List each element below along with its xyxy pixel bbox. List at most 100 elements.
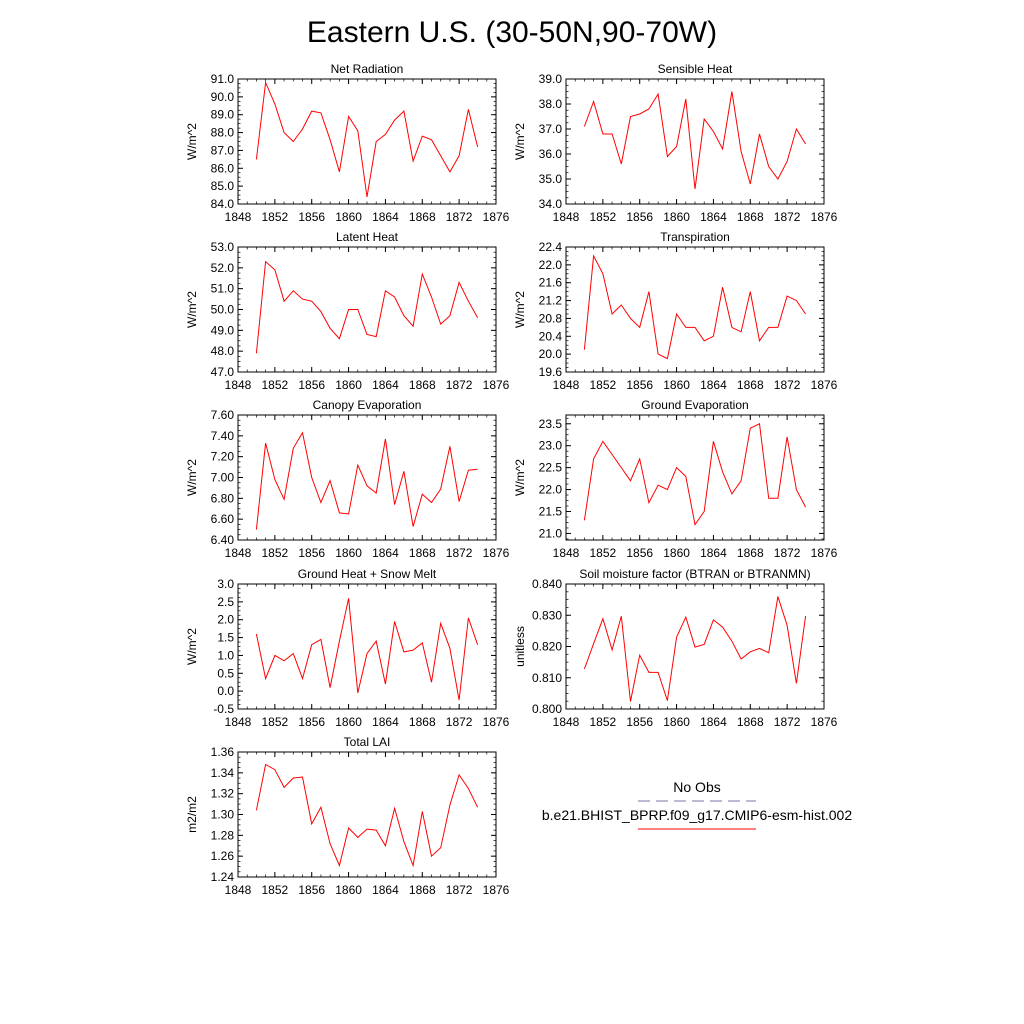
x-tick-label: 1864: [700, 715, 727, 729]
x-tick-label: 1864: [372, 715, 399, 729]
x-tick-label: 1872: [446, 546, 473, 560]
y-tick-label: 21.5: [539, 504, 563, 518]
x-tick-label: 1848: [553, 546, 580, 560]
chart-panel: Ground Heat + Snow Melt W/m^2 1848 1852 1856…: [185, 567, 510, 729]
x-tick-label: 1852: [262, 378, 289, 392]
y-tick-label: 3.0: [217, 577, 234, 591]
y-tick-label: 1.30: [211, 808, 235, 822]
y-tick-label: 91.0: [211, 72, 235, 86]
y-tick-label: 20.0: [539, 347, 563, 361]
y-tick-label: 21.6: [539, 276, 563, 290]
y-tick-label: 7.40: [211, 429, 235, 443]
x-tick-label: 1864: [700, 210, 727, 224]
y-axis-label: W/m^2: [513, 459, 527, 496]
x-tick-label: 1848: [225, 210, 252, 224]
x-tick-label: 1852: [590, 546, 617, 560]
x-tick-label: 1848: [225, 715, 252, 729]
x-tick-label: 1860: [663, 210, 690, 224]
chart-panel: Net Radiation W/m^2 1848 1852 1856 1860 1864 18…: [185, 62, 510, 224]
y-tick-label: 0.820: [532, 640, 562, 654]
y-tick-label: 21.2: [539, 294, 563, 308]
y-tick-label: 37.0: [539, 122, 563, 136]
y-tick-label: 1.0: [217, 648, 234, 662]
x-tick-label: 1868: [409, 546, 436, 560]
y-tick-label: 1.36: [211, 745, 235, 759]
x-tick-label: 1876: [811, 378, 838, 392]
chart-panel: Transpiration W/m^2 1848 1852 1856 1860 1864 18…: [513, 230, 838, 392]
x-tick-label: 1848: [225, 883, 252, 897]
y-tick-label: 52.0: [211, 261, 235, 275]
panel-title: Ground Evaporation: [641, 398, 748, 412]
series-line: [255, 431, 478, 530]
y-tick-label: 86.0: [211, 161, 235, 175]
x-tick-label: 1876: [811, 715, 838, 729]
legend-model-label: b.e21.BHIST_BPRP.f09_g17.CMIP6-esm-hist.…: [542, 807, 852, 823]
panel-title: Transpiration: [660, 230, 730, 244]
y-tick-label: 22.0: [539, 258, 563, 272]
y-tick-label: 6.60: [211, 512, 235, 526]
series-line: [255, 598, 479, 701]
y-tick-label: -0.5: [213, 702, 234, 716]
y-tick-label: 23.5: [539, 417, 563, 431]
x-tick-label: 1864: [372, 546, 399, 560]
y-axis-label: W/m^2: [185, 123, 199, 160]
y-tick-label: 22.0: [539, 483, 563, 497]
x-tick-label: 1860: [335, 378, 362, 392]
x-tick-label: 1876: [811, 546, 838, 560]
figure-title: Eastern U.S. (30-50N,90-70W): [307, 16, 717, 49]
x-tick-label: 1876: [483, 546, 510, 560]
y-tick-label: 88.0: [211, 126, 235, 140]
x-tick-label: 1876: [483, 210, 510, 224]
y-axis-label: W/m^2: [513, 123, 527, 160]
x-tick-label: 1852: [590, 715, 617, 729]
x-tick-label: 1848: [225, 546, 252, 560]
x-tick-label: 1872: [774, 546, 801, 560]
legend-obs-label: No Obs: [673, 779, 720, 795]
chart-panel: Soil moisture factor (BTRAN or BTRANMN) u…: [513, 567, 838, 729]
y-tick-label: 90.0: [211, 90, 235, 104]
series-line: [583, 91, 807, 190]
x-tick-label: 1868: [737, 546, 764, 560]
x-tick-label: 1864: [372, 210, 399, 224]
y-axis-label: W/m^2: [185, 459, 199, 496]
x-tick-label: 1876: [483, 715, 510, 729]
x-tick-label: 1856: [298, 378, 325, 392]
x-tick-label: 1868: [737, 715, 764, 729]
y-tick-label: 89.0: [211, 108, 235, 122]
panel-title: Total LAI: [344, 735, 391, 749]
x-tick-label: 1876: [811, 210, 838, 224]
chart-panel: Ground Evaporation W/m^2 1848 1852 1856 1860 1…: [513, 398, 838, 560]
x-tick-label: 1876: [483, 378, 510, 392]
series-line: [255, 80, 479, 197]
x-tick-label: 1856: [626, 210, 653, 224]
chart-panel: Latent Heat W/m^2 1848 1852 1856 1860 1864 1868…: [185, 230, 510, 392]
x-tick-label: 1848: [553, 210, 580, 224]
x-tick-label: 1852: [590, 378, 617, 392]
y-tick-label: 22.4: [539, 240, 563, 254]
y-tick-label: 48.0: [211, 344, 235, 358]
x-tick-label: 1868: [409, 210, 436, 224]
panels: Net Radiation W/m^2 1848 1852 1856 1860 1864 18…: [185, 62, 838, 897]
y-axis-label: W/m^2: [513, 291, 527, 328]
y-tick-label: 20.4: [539, 329, 563, 343]
x-tick-label: 1852: [262, 210, 289, 224]
y-tick-label: 22.5: [539, 461, 563, 475]
series-line: [255, 260, 479, 354]
x-tick-label: 1864: [700, 546, 727, 560]
x-tick-label: 1860: [663, 546, 690, 560]
x-tick-label: 1856: [298, 546, 325, 560]
x-tick-label: 1864: [372, 883, 399, 897]
y-tick-label: 19.6: [539, 365, 563, 379]
x-tick-label: 1864: [372, 378, 399, 392]
x-tick-label: 1860: [663, 378, 690, 392]
x-tick-label: 1860: [335, 883, 362, 897]
x-tick-label: 1864: [700, 378, 727, 392]
y-tick-label: 50.0: [211, 303, 235, 317]
x-tick-label: 1868: [409, 715, 436, 729]
y-tick-label: 1.26: [211, 849, 235, 863]
x-tick-label: 1848: [553, 715, 580, 729]
x-tick-label: 1848: [553, 378, 580, 392]
y-tick-label: 35.0: [539, 172, 563, 186]
y-tick-label: 0.810: [532, 671, 562, 685]
panel-title: Net Radiation: [331, 62, 404, 76]
